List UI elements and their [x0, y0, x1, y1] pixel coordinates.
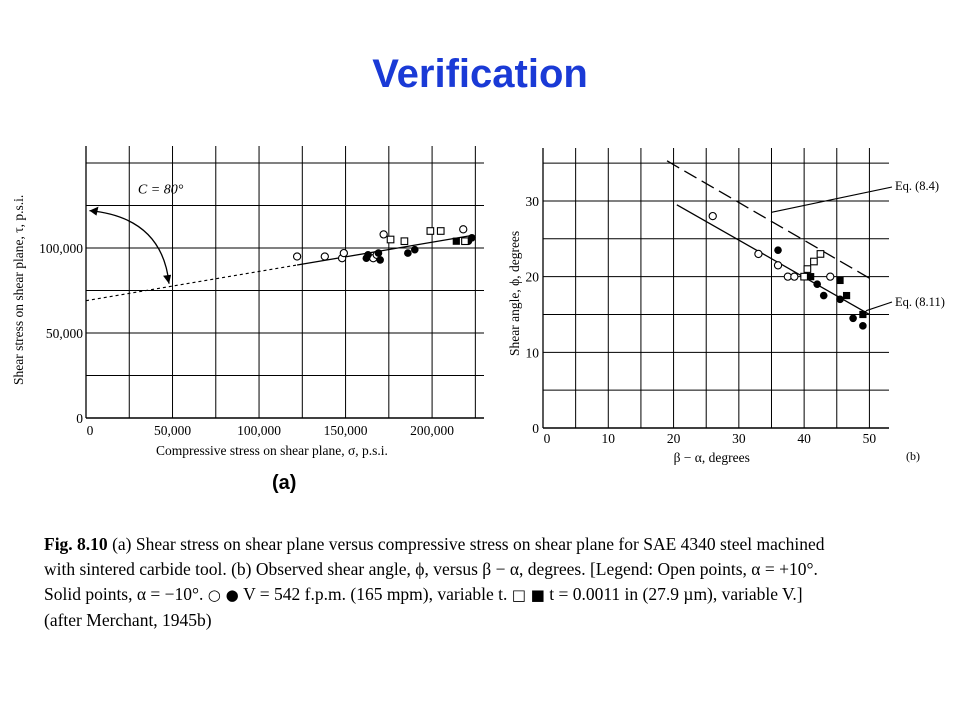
- caption-line-1: Fig. 8.10 (a) Shear stress on shear plan…: [44, 532, 944, 557]
- data-point-open-circle: [773, 261, 783, 270]
- chart-panel-a: 0 50,000 100,000 150,000 200,000 0 50,000 100,0…: [11, 146, 484, 458]
- data-point-open-circle: [320, 252, 329, 261]
- caption-lead: Fig. 8.10: [44, 534, 108, 554]
- caption-line-4: (after Merchant, 1945b): [44, 610, 212, 630]
- x-axis-label: β − α, degrees: [674, 450, 750, 465]
- caption-text-3c: t = 0.0011 in (27.9 µm), variable V.]: [544, 584, 803, 604]
- data-point-open-circle: [459, 225, 468, 234]
- data-point-open-circle: [339, 248, 348, 258]
- data-point-solid-circle: [819, 291, 828, 300]
- data-point-open-square: [800, 272, 808, 281]
- x-tick-label: 50: [863, 431, 877, 446]
- angle-arc: [89, 209, 170, 284]
- x-tick-label: 40: [797, 431, 811, 446]
- caption-line-2: with sintered carbide tool. (b) Observed…: [44, 559, 818, 579]
- data-point-solid-circle: [813, 280, 821, 289]
- data-point-open-circle: [379, 230, 388, 239]
- x-tick-label: 50,000: [154, 423, 191, 438]
- data-point-solid-circle: [374, 249, 383, 257]
- x-axis-label: Compressive stress on shear plane, σ, p.…: [156, 443, 388, 458]
- data-point-solid-circle: [410, 245, 419, 254]
- data-point-solid-circle: [376, 256, 384, 264]
- caption-line-3: Solid points, α = −10°. ○ ● V = 542 f.p.…: [44, 582, 944, 608]
- eq-8-11-label: Eq. (8.11): [895, 295, 945, 309]
- angle-annotation: C = 80°: [138, 183, 184, 198]
- caption-text-3b: V = 542 f.p.m. (165 mpm), variable t.: [238, 584, 508, 604]
- data-point-solid-circle: [468, 234, 476, 242]
- caption-text-3a: Solid points, α = −10°.: [44, 584, 204, 604]
- eq-8-4-leader: [771, 186, 893, 213]
- data-point-solid-circle: [849, 314, 857, 323]
- y-tick-label: 10: [526, 345, 540, 360]
- data-point-open-square: [461, 237, 469, 246]
- x-tick-label: 150,000: [324, 423, 368, 438]
- data-point-solid-circle: [859, 322, 867, 330]
- eq-8-4-label: Eq. (8.4): [895, 179, 939, 193]
- data-point-solid-circle: [774, 246, 782, 254]
- x-tick-label: 20: [667, 431, 681, 446]
- x-tick-label: 30: [732, 431, 746, 446]
- circle-legend-icon: ○ ●: [207, 586, 239, 604]
- caption-text-1: (a) Shear stress on shear plane versus c…: [107, 534, 825, 554]
- data-point-solid-circle: [404, 249, 412, 257]
- chart-panel-b: 0 10 20 30 40 50 0 10 20 30 β − α, degrees Shear an…: [507, 148, 945, 465]
- y-tick-label: 30: [526, 194, 540, 209]
- data-point-solid-circle: [364, 251, 372, 259]
- data-point-solid-square: [452, 237, 460, 245]
- y-axis-label: Shear stress on shear plane, τ, p.s.i.: [11, 195, 26, 385]
- x-tick-label: 100,000: [237, 423, 281, 438]
- eq-8-11-line: [676, 204, 870, 316]
- eq-8-4-line: [666, 160, 870, 279]
- y-tick-label: 100,000: [39, 241, 83, 256]
- data-point-open-square: [803, 265, 812, 273]
- data-point-open-circle: [790, 272, 799, 281]
- arrow-head-icon: [89, 206, 99, 216]
- data-point-open-square: [810, 257, 818, 266]
- data-point-open-circle: [754, 249, 763, 259]
- data-point-solid-square: [807, 273, 815, 281]
- data-point-open-square: [426, 227, 435, 235]
- x-tick-label: 200,000: [410, 423, 454, 438]
- arrow-head-icon: [163, 274, 172, 284]
- data-point-open-square: [816, 250, 825, 258]
- y-axis-label: Shear angle, ϕ, degrees: [507, 231, 522, 356]
- data-point-solid-square: [836, 276, 844, 285]
- eq-8-11-leader: [865, 301, 893, 312]
- data-point-solid-square: [859, 310, 867, 319]
- data-point-open-circle: [826, 272, 835, 281]
- x-tick-label: 0: [544, 431, 551, 446]
- data-point-open-square: [436, 227, 445, 235]
- data-point-open-circle: [292, 252, 302, 261]
- slide-title: Verification: [372, 52, 588, 96]
- data-point-open-circle: [708, 211, 717, 221]
- data-point-open-square: [386, 235, 395, 244]
- x-tick-label: 10: [602, 431, 616, 446]
- y-tick-label: 0: [532, 421, 539, 436]
- y-tick-label: 0: [76, 411, 83, 426]
- y-tick-label: 50,000: [46, 326, 83, 341]
- data-point-solid-square: [842, 291, 851, 300]
- data-point-solid-circle: [836, 295, 844, 304]
- square-legend-icon: □ ■: [511, 586, 545, 604]
- panel-a-label: (a): [272, 472, 297, 494]
- figure-caption: Fig. 8.10 (a) Shear stress on shear plan…: [44, 532, 944, 633]
- panel-b-label: (b): [906, 449, 920, 463]
- y-tick-label: 20: [526, 270, 540, 285]
- fit-line-extrapolated: [85, 264, 298, 302]
- data-point-open-square: [400, 237, 409, 246]
- x-tick-label: 0: [87, 423, 94, 438]
